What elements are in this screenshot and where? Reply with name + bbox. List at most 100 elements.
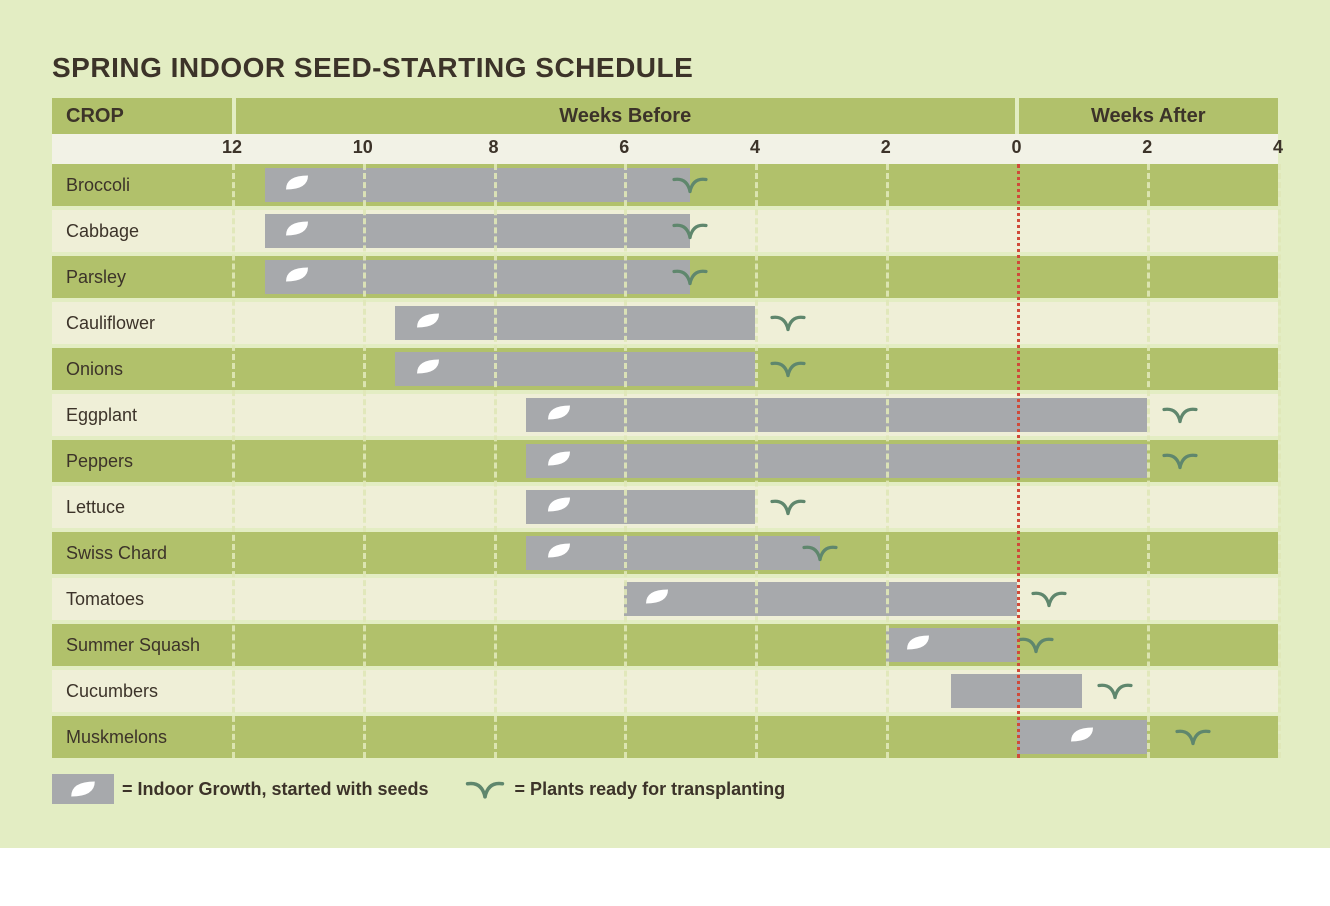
crop-label: Lettuce	[52, 486, 232, 528]
axis-tick: 4	[750, 137, 760, 158]
sprout-icon	[1095, 678, 1135, 705]
seed-icon	[545, 403, 573, 428]
sprout-icon	[1173, 724, 1213, 751]
seed-icon	[643, 587, 671, 612]
seed-icon	[545, 541, 573, 566]
crop-label: Summer Squash	[52, 624, 232, 666]
bar-area	[232, 394, 1278, 436]
legend-sprout-text: = Plants ready for transplanting	[515, 779, 786, 800]
header-row: CROP Weeks Before Weeks After	[52, 98, 1278, 134]
table-row: Cucumbers	[52, 670, 1278, 712]
tick-area: 12108642024	[232, 134, 1278, 164]
bar-area	[232, 624, 1278, 666]
axis-tick: 12	[222, 137, 242, 158]
table-row: Muskmelons	[52, 716, 1278, 758]
growth-bar	[395, 306, 755, 340]
seed-icon	[1068, 725, 1096, 750]
growth-bar	[265, 214, 690, 248]
rows-wrap: BroccoliCabbageParsleyCauliflowerOnionsE…	[52, 164, 1278, 758]
chart: CROP Weeks Before Weeks After 12 10 8 6 4 2 0 2…	[52, 98, 1278, 758]
growth-bar	[265, 168, 690, 202]
weeks-after-header: Weeks After	[1019, 98, 1279, 134]
growth-bar	[951, 674, 1082, 708]
growth-bar	[265, 260, 690, 294]
axis-tick: 8	[488, 137, 498, 158]
sprout-icon	[1029, 586, 1069, 613]
seed-icon	[283, 265, 311, 290]
table-row: Swiss Chard	[52, 532, 1278, 574]
crop-label: Cabbage	[52, 210, 232, 252]
table-row: Tomatoes	[52, 578, 1278, 620]
table-row: Broccoli	[52, 164, 1278, 206]
axis-tick: 10	[353, 137, 373, 158]
tick-row: 12108642024	[52, 134, 1278, 164]
crop-label: Tomatoes	[52, 578, 232, 620]
crop-label: Muskmelons	[52, 716, 232, 758]
table-row: Parsley	[52, 256, 1278, 298]
sprout-icon	[670, 172, 710, 199]
sprout-icon	[768, 356, 808, 383]
bar-area	[232, 486, 1278, 528]
chart-card: SPRING INDOOR SEED-STARTING SCHEDULE CRO…	[28, 28, 1302, 820]
table-row: Cabbage	[52, 210, 1278, 252]
axis-tick: 4	[1273, 137, 1283, 158]
seed-icon	[545, 495, 573, 520]
crop-header: CROP	[52, 98, 232, 134]
crop-label: Cucumbers	[52, 670, 232, 712]
tick-spacer	[52, 134, 232, 164]
axis-tick: 2	[1142, 137, 1152, 158]
seed-icon	[283, 219, 311, 244]
bar-area	[232, 440, 1278, 482]
growth-bar	[624, 582, 1016, 616]
bar-area	[232, 532, 1278, 574]
seed-icon	[904, 633, 932, 658]
bar-area	[232, 578, 1278, 620]
sprout-icon	[768, 494, 808, 521]
page-bg: SPRING INDOOR SEED-STARTING SCHEDULE CRO…	[0, 0, 1330, 848]
sprout-icon	[800, 540, 840, 567]
axis-tick: 2	[881, 137, 891, 158]
bar-area	[232, 302, 1278, 344]
crop-label: Swiss Chard	[52, 532, 232, 574]
growth-bar	[395, 352, 755, 386]
crop-label: Cauliflower	[52, 302, 232, 344]
legend-seed-box	[52, 774, 114, 804]
sprout-icon	[1160, 448, 1200, 475]
sprout-icon	[1160, 402, 1200, 429]
seed-icon	[414, 311, 442, 336]
table-row: Eggplant	[52, 394, 1278, 436]
sprout-icon	[768, 310, 808, 337]
table-row: Cauliflower	[52, 302, 1278, 344]
table-row: Peppers	[52, 440, 1278, 482]
crop-label: Peppers	[52, 440, 232, 482]
sprout-icon	[670, 218, 710, 245]
crop-label: Onions	[52, 348, 232, 390]
sprout-icon	[670, 264, 710, 291]
crop-label: Broccoli	[52, 164, 232, 206]
rows-container: BroccoliCabbageParsleyCauliflowerOnionsE…	[52, 164, 1278, 758]
bar-area	[232, 210, 1278, 252]
axis-tick: 6	[619, 137, 629, 158]
bar-area	[232, 164, 1278, 206]
growth-bar	[526, 444, 1147, 478]
gridline	[1278, 164, 1281, 758]
chart-title: SPRING INDOOR SEED-STARTING SCHEDULE	[52, 52, 1278, 84]
bar-area	[232, 716, 1278, 758]
legend: = Indoor Growth, started with seeds = Pl…	[52, 774, 1278, 804]
bar-area	[232, 670, 1278, 712]
seed-icon	[414, 357, 442, 382]
table-row: Summer Squash	[52, 624, 1278, 666]
axis-tick: 0	[1011, 137, 1021, 158]
weeks-before-header: Weeks Before	[236, 98, 1015, 134]
bar-area	[232, 348, 1278, 390]
bar-area	[232, 256, 1278, 298]
seed-icon	[545, 449, 573, 474]
legend-seed-text: = Indoor Growth, started with seeds	[122, 779, 429, 800]
table-row: Onions	[52, 348, 1278, 390]
crop-label: Eggplant	[52, 394, 232, 436]
growth-bar	[526, 398, 1147, 432]
legend-sprout-icon	[463, 775, 507, 804]
table-row: Lettuce	[52, 486, 1278, 528]
sprout-icon	[1016, 632, 1056, 659]
crop-label: Parsley	[52, 256, 232, 298]
